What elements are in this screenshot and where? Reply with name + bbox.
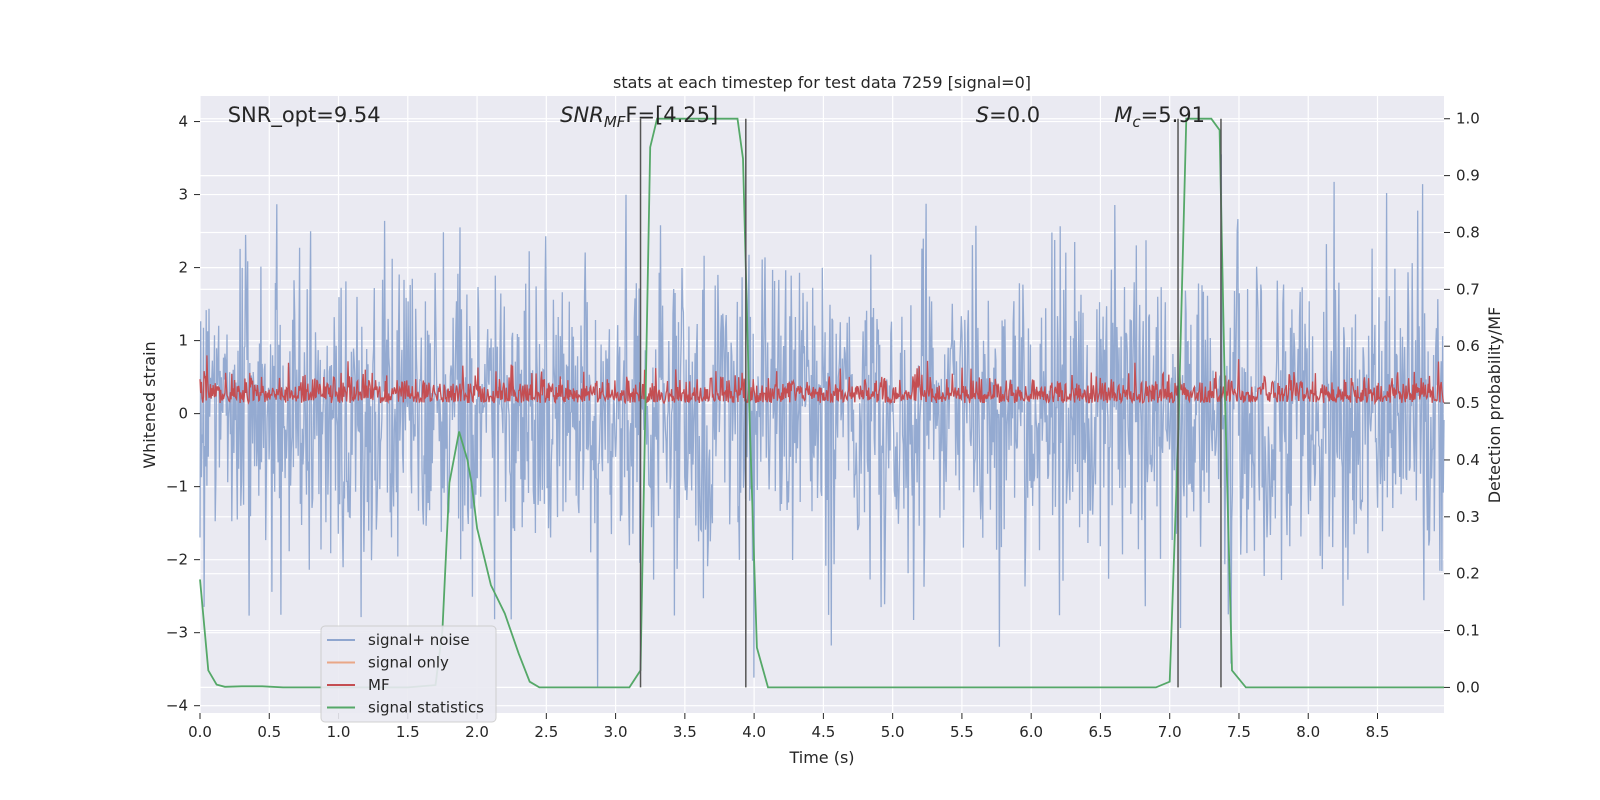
x-tick-label: 8.5 [1366, 723, 1390, 741]
x-tick-label: 1.5 [396, 723, 420, 741]
x-tick-label: 5.5 [950, 723, 974, 741]
y-axis-left-label: Whitened strain [140, 341, 159, 468]
annotation-text: SNR_opt=9.54 [228, 103, 381, 128]
y-right-tick-label: 0.4 [1456, 451, 1480, 469]
annotation-text: SNRMFF=[4.25] [560, 103, 718, 131]
y-left-tick-label: −2 [166, 551, 188, 569]
series-mf [199, 355, 1445, 406]
legend-label: MF [368, 676, 390, 694]
x-tick-label: 3.5 [673, 723, 697, 741]
y-right-tick-label: 0.9 [1456, 167, 1480, 185]
chart-title: stats at each timestep for test data 725… [613, 73, 1031, 92]
x-tick-label: 7.0 [1158, 723, 1182, 741]
y-right-tick-label: 0.8 [1456, 223, 1480, 241]
y-right-tick-label: 0.7 [1456, 280, 1480, 298]
y-left-tick-label: −4 [166, 697, 188, 715]
y-left-tick-label: 0 [178, 405, 188, 423]
legend-label: signal only [368, 654, 449, 672]
ticks: 0.0 0.5 1.0 1.5 2.0 2.5 3.0 3.5 4.0 4.5 5.0 5.5 6.0 6… [166, 110, 1480, 741]
y-right-tick-label: 0.0 [1456, 678, 1480, 696]
y-left-tick-label: 4 [178, 113, 188, 131]
y-right-tick-label: 0.2 [1456, 565, 1480, 583]
legend-box [320, 625, 497, 723]
y-right-tick-label: 0.1 [1456, 622, 1480, 640]
x-tick-label: 8.0 [1296, 723, 1320, 741]
annotation-text: S=0.0 [976, 103, 1040, 127]
x-tick-label: 6.5 [1089, 723, 1113, 741]
y-right-tick-label: 1.0 [1456, 110, 1480, 128]
y-left-tick-label: 2 [178, 259, 188, 277]
x-tick-label: 4.0 [742, 723, 766, 741]
legend-label: signal+ noise [368, 631, 470, 649]
series-signal-noise [199, 154, 1445, 688]
y-right-tick-label: 0.6 [1456, 337, 1480, 355]
x-tick-label: 2.0 [465, 723, 489, 741]
x-tick-label: 7.5 [1227, 723, 1251, 741]
legend: signal+ noise signal only MF signal statist… [320, 625, 497, 723]
vertical-lines [639, 118, 1222, 688]
x-tick-label: 0.0 [188, 723, 212, 741]
x-axis-label: Time (s) [788, 748, 854, 767]
y-left-tick-label: −1 [166, 478, 188, 496]
y-right-tick-label: 0.3 [1456, 508, 1480, 526]
x-tick-label: 6.0 [1019, 723, 1043, 741]
x-tick-label: 4.5 [811, 723, 835, 741]
x-tick-label: 5.0 [881, 723, 905, 741]
y-left-tick-label: 1 [178, 332, 188, 350]
x-tick-label: 3.0 [604, 723, 628, 741]
legend-label: signal statistics [368, 699, 484, 717]
annotations: SNR_opt=9.54 SNRMFF=[4.25] S=0.0 Mc=5.91 [228, 103, 1205, 131]
y-right-tick-label: 0.5 [1456, 394, 1480, 412]
x-tick-label: 2.5 [534, 723, 558, 741]
y-left-tick-label: −3 [166, 624, 188, 642]
y-left-tick-label: 3 [178, 186, 188, 204]
annotation-text: Mc=5.91 [1114, 103, 1205, 131]
x-tick-label: 0.5 [257, 723, 281, 741]
y-axis-right-label: Detection probability/MF [1485, 307, 1504, 504]
x-tick-label: 1.0 [327, 723, 351, 741]
